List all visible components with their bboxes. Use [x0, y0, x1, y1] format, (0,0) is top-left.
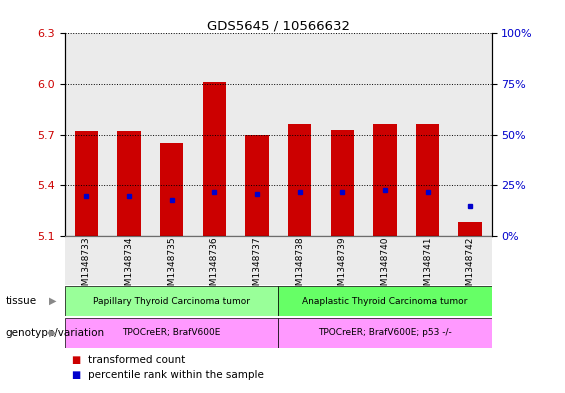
- Text: GSM1348739: GSM1348739: [338, 237, 347, 298]
- Bar: [150, 236, 193, 285]
- Bar: [236, 236, 278, 285]
- Text: GSM1348736: GSM1348736: [210, 237, 219, 298]
- Bar: [65, 318, 278, 348]
- Bar: [279, 33, 321, 236]
- Bar: [278, 286, 492, 316]
- Text: ▶: ▶: [49, 296, 56, 306]
- Bar: [236, 33, 278, 236]
- Bar: [373, 125, 397, 236]
- Bar: [406, 236, 449, 285]
- Bar: [278, 318, 492, 348]
- Text: ■: ■: [71, 354, 80, 365]
- Bar: [364, 33, 406, 236]
- Bar: [202, 82, 226, 236]
- Text: Anaplastic Thyroid Carcinoma tumor: Anaplastic Thyroid Carcinoma tumor: [302, 297, 468, 306]
- Bar: [160, 143, 184, 236]
- Text: transformed count: transformed count: [88, 354, 185, 365]
- Text: GSM1348734: GSM1348734: [124, 237, 133, 297]
- Bar: [107, 33, 150, 236]
- Text: GSM1348740: GSM1348740: [380, 237, 389, 297]
- Bar: [449, 33, 492, 236]
- Bar: [75, 131, 98, 236]
- Text: GSM1348735: GSM1348735: [167, 237, 176, 298]
- Text: GSM1348738: GSM1348738: [295, 237, 304, 298]
- Text: Papillary Thyroid Carcinoma tumor: Papillary Thyroid Carcinoma tumor: [93, 297, 250, 306]
- Bar: [193, 33, 236, 236]
- Text: ▶: ▶: [49, 328, 56, 338]
- Bar: [117, 131, 141, 236]
- Bar: [107, 236, 150, 285]
- Bar: [449, 236, 492, 285]
- Bar: [321, 236, 364, 285]
- Bar: [65, 33, 107, 236]
- Bar: [321, 33, 364, 236]
- Text: GSM1348733: GSM1348733: [82, 237, 91, 298]
- Text: ■: ■: [71, 370, 80, 380]
- Bar: [406, 33, 449, 236]
- Text: TPOCreER; BrafV600E: TPOCreER; BrafV600E: [123, 328, 221, 337]
- Text: percentile rank within the sample: percentile rank within the sample: [88, 370, 263, 380]
- Bar: [65, 286, 278, 316]
- Bar: [245, 134, 269, 236]
- Bar: [193, 236, 236, 285]
- Text: GSM1348737: GSM1348737: [253, 237, 262, 298]
- Title: GDS5645 / 10566632: GDS5645 / 10566632: [207, 19, 350, 32]
- Text: tissue: tissue: [6, 296, 37, 306]
- Bar: [458, 222, 482, 236]
- Text: genotype/variation: genotype/variation: [6, 328, 105, 338]
- Bar: [279, 236, 321, 285]
- Text: TPOCreER; BrafV600E; p53 -/-: TPOCreER; BrafV600E; p53 -/-: [318, 328, 452, 337]
- Bar: [65, 236, 107, 285]
- Bar: [416, 125, 440, 236]
- Bar: [288, 125, 311, 236]
- Text: GSM1348741: GSM1348741: [423, 237, 432, 297]
- Bar: [150, 33, 193, 236]
- Text: GSM1348742: GSM1348742: [466, 237, 475, 297]
- Bar: [364, 236, 406, 285]
- Bar: [331, 130, 354, 236]
